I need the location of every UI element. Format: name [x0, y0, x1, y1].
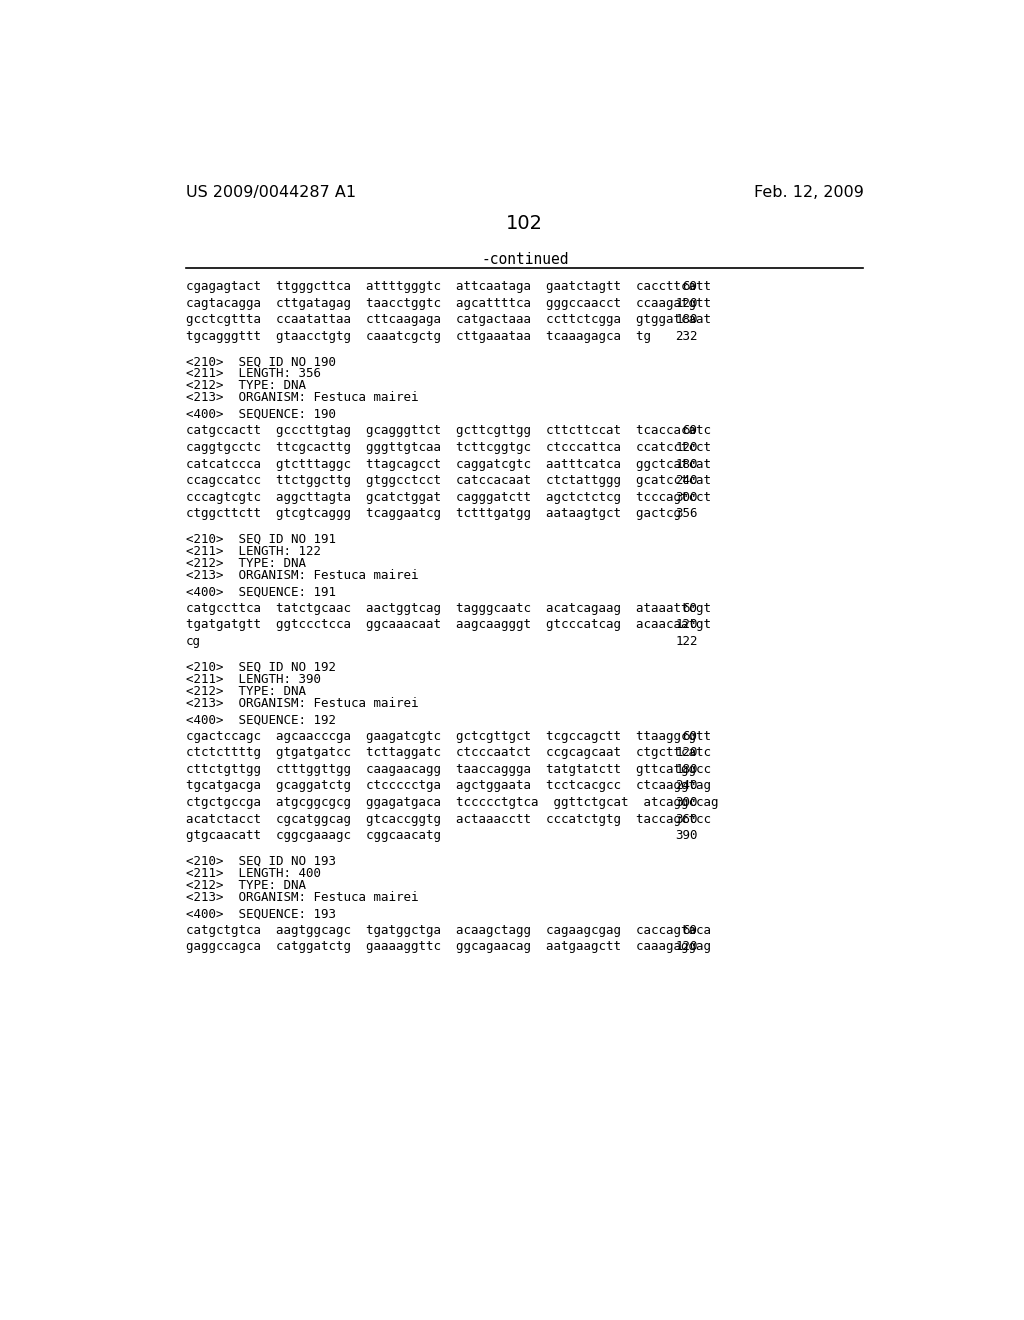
Text: 60: 60	[683, 924, 697, 937]
Text: <212>  TYPE: DNA: <212> TYPE: DNA	[186, 557, 306, 570]
Text: acatctacct  cgcatggcag  gtcaccggtg  actaaacctt  cccatctgtg  taccagctcc: acatctacct cgcatggcag gtcaccggtg actaaac…	[186, 813, 711, 825]
Text: tgcagggttt  gtaacctgtg  caaatcgctg  cttgaaataa  tcaaagagca  tg: tgcagggttt gtaacctgtg caaatcgctg cttgaaa…	[186, 330, 651, 343]
Text: cgactccagc  agcaacccga  gaagatcgtc  gctcgttgct  tcgccagctt  ttaaggcgtt: cgactccagc agcaacccga gaagatcgtc gctcgtt…	[186, 730, 711, 743]
Text: tgatgatgtt  ggtccctcca  ggcaaacaat  aagcaagggt  gtcccatcag  acaacaatgt: tgatgatgtt ggtccctcca ggcaaacaat aagcaag…	[186, 619, 711, 631]
Text: cagtacagga  cttgatagag  taacctggtc  agcattttca  gggccaacct  ccaagatgtt: cagtacagga cttgatagag taacctggtc agcattt…	[186, 297, 711, 310]
Text: <211>  LENGTH: 390: <211> LENGTH: 390	[186, 673, 322, 686]
Text: gtgcaacatt  cggcgaaagc  cggcaacatg: gtgcaacatt cggcgaaagc cggcaacatg	[186, 829, 441, 842]
Text: -continued: -continued	[481, 252, 568, 268]
Text: <210>  SEQ ID NO 191: <210> SEQ ID NO 191	[186, 533, 336, 546]
Text: 356: 356	[675, 507, 697, 520]
Text: 240: 240	[675, 779, 697, 792]
Text: 180: 180	[675, 763, 697, 776]
Text: 60: 60	[683, 280, 697, 293]
Text: catgccactt  gcccttgtag  gcagggttct  gcttcgttgg  cttcttccat  tcaccacatc: catgccactt gcccttgtag gcagggttct gcttcgt…	[186, 425, 711, 437]
Text: catcatccca  gtctttaggc  ttagcagcct  caggatcgtc  aatttcatca  ggctcatcat: catcatccca gtctttaggc ttagcagcct caggatc…	[186, 458, 711, 470]
Text: ctgctgccga  atgcggcgcg  ggagatgaca  tccccctgtca  ggttctgcat  atcaggccag: ctgctgccga atgcggcgcg ggagatgaca tccccct…	[186, 796, 719, 809]
Text: <212>  TYPE: DNA: <212> TYPE: DNA	[186, 879, 306, 892]
Text: 60: 60	[683, 602, 697, 615]
Text: US 2009/0044287 A1: US 2009/0044287 A1	[186, 185, 356, 201]
Text: 120: 120	[675, 746, 697, 759]
Text: 60: 60	[683, 730, 697, 743]
Text: 60: 60	[683, 425, 697, 437]
Text: catgctgtca  aagtggcagc  tgatggctga  acaagctagg  cagaagcgag  caccagtaca: catgctgtca aagtggcagc tgatggctga acaagct…	[186, 924, 711, 937]
Text: 120: 120	[675, 441, 697, 454]
Text: ctggcttctt  gtcgtcaggg  tcaggaatcg  tctttgatgg  aataagtgct  gactcg: ctggcttctt gtcgtcaggg tcaggaatcg tctttga…	[186, 507, 681, 520]
Text: gcctcgttta  ccaatattaa  cttcaagaga  catgactaaa  ccttctcgga  gtggatcaat: gcctcgttta ccaatattaa cttcaagaga catgact…	[186, 313, 711, 326]
Text: 180: 180	[675, 458, 697, 470]
Text: cg: cg	[186, 635, 201, 648]
Text: Feb. 12, 2009: Feb. 12, 2009	[754, 185, 863, 201]
Text: 120: 120	[675, 619, 697, 631]
Text: <211>  LENGTH: 122: <211> LENGTH: 122	[186, 545, 322, 558]
Text: <211>  LENGTH: 400: <211> LENGTH: 400	[186, 867, 322, 880]
Text: <212>  TYPE: DNA: <212> TYPE: DNA	[186, 379, 306, 392]
Text: 102: 102	[506, 214, 544, 232]
Text: <213>  ORGANISM: Festuca mairei: <213> ORGANISM: Festuca mairei	[186, 391, 419, 404]
Text: catgccttca  tatctgcaac  aactggtcag  tagggcaatc  acatcagaag  ataaattcgt: catgccttca tatctgcaac aactggtcag tagggca…	[186, 602, 711, 615]
Text: 300: 300	[675, 796, 697, 809]
Text: 240: 240	[675, 474, 697, 487]
Text: 300: 300	[675, 491, 697, 504]
Text: ccagccatcc  ttctggcttg  gtggcctcct  catccacaat  ctctattggg  gcatcctcat: ccagccatcc ttctggcttg gtggcctcct catccac…	[186, 474, 711, 487]
Text: <210>  SEQ ID NO 190: <210> SEQ ID NO 190	[186, 355, 336, 368]
Text: gaggccagca  catggatctg  gaaaaggttc  ggcagaacag  aatgaagctt  caaagaggag: gaggccagca catggatctg gaaaaggttc ggcagaa…	[186, 940, 711, 953]
Text: 360: 360	[675, 813, 697, 825]
Text: 120: 120	[675, 940, 697, 953]
Text: tgcatgacga  gcaggatctg  ctccccctga  agctggaata  tcctcacgcc  ctcaaggtag: tgcatgacga gcaggatctg ctccccctga agctgga…	[186, 779, 711, 792]
Text: cgagagtact  ttgggcttca  attttgggtc  attcaataga  gaatctagtt  caccttcatt: cgagagtact ttgggcttca attttgggtc attcaat…	[186, 280, 711, 293]
Text: <213>  ORGANISM: Festuca mairei: <213> ORGANISM: Festuca mairei	[186, 697, 419, 710]
Text: 180: 180	[675, 313, 697, 326]
Text: cttctgttgg  ctttggttgg  caagaacagg  taaccaggga  tatgtatctt  gttcatggcc: cttctgttgg ctttggttgg caagaacagg taaccag…	[186, 763, 711, 776]
Text: <211>  LENGTH: 356: <211> LENGTH: 356	[186, 367, 322, 380]
Text: <400>  SEQUENCE: 193: <400> SEQUENCE: 193	[186, 907, 336, 920]
Text: caggtgcctc  ttcgcacttg  gggttgtcaa  tcttcggtgc  ctcccattca  ccatcctcct: caggtgcctc ttcgcacttg gggttgtcaa tcttcgg…	[186, 441, 711, 454]
Text: <400>  SEQUENCE: 191: <400> SEQUENCE: 191	[186, 585, 336, 598]
Text: <213>  ORGANISM: Festuca mairei: <213> ORGANISM: Festuca mairei	[186, 569, 419, 582]
Text: 232: 232	[675, 330, 697, 343]
Text: 390: 390	[675, 829, 697, 842]
Text: ctctcttttg  gtgatgatcc  tcttaggatc  ctcccaatct  ccgcagcaat  ctgcttcatc: ctctcttttg gtgatgatcc tcttaggatc ctcccaa…	[186, 746, 711, 759]
Text: <400>  SEQUENCE: 192: <400> SEQUENCE: 192	[186, 713, 336, 726]
Text: <400>  SEQUENCE: 190: <400> SEQUENCE: 190	[186, 408, 336, 421]
Text: 122: 122	[675, 635, 697, 648]
Text: 120: 120	[675, 297, 697, 310]
Text: cccagtcgtc  aggcttagta  gcatctggat  cagggatctt  agctctctcg  tcccagtcct: cccagtcgtc aggcttagta gcatctggat cagggat…	[186, 491, 711, 504]
Text: <212>  TYPE: DNA: <212> TYPE: DNA	[186, 685, 306, 698]
Text: <213>  ORGANISM: Festuca mairei: <213> ORGANISM: Festuca mairei	[186, 891, 419, 904]
Text: <210>  SEQ ID NO 193: <210> SEQ ID NO 193	[186, 855, 336, 867]
Text: <210>  SEQ ID NO 192: <210> SEQ ID NO 192	[186, 661, 336, 673]
